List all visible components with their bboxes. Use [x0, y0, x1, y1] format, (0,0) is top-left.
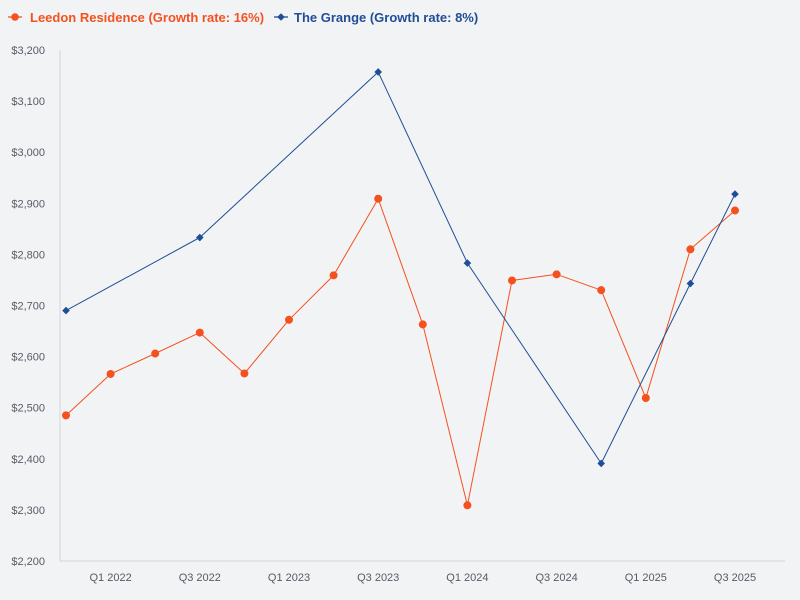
x-tick-label: Q3 2022 — [179, 572, 221, 584]
data-point-leedon[interactable] — [62, 411, 70, 420]
data-point-leedon[interactable] — [686, 245, 695, 254]
y-tick-label: $2,200 — [11, 556, 45, 568]
series-line-grange — [65, 71, 736, 464]
data-point-leedon[interactable] — [151, 349, 160, 358]
legend-label-leedon: Leedon Residence (Growth rate: 16%) — [30, 10, 264, 25]
data-point-grange[interactable] — [686, 279, 695, 288]
data-point-leedon[interactable] — [731, 206, 739, 215]
x-tick-label: Q1 2023 — [268, 572, 310, 584]
data-point-grange[interactable] — [731, 190, 739, 198]
x-tick-label: Q1 2022 — [89, 572, 131, 584]
y-tick-label: $2,800 — [11, 249, 45, 261]
x-tick-label: Q1 2024 — [446, 572, 488, 584]
data-point-grange[interactable] — [374, 68, 382, 76]
series-line-leedon — [65, 198, 736, 506]
series-leedon — [62, 194, 739, 510]
x-tick-label: Q3 2025 — [714, 572, 756, 584]
data-point-grange[interactable] — [463, 259, 472, 267]
y-tick-label: $3,200 — [11, 45, 45, 57]
legend-label-grange: The Grange (Growth rate: 8%) — [294, 10, 478, 25]
data-point-leedon[interactable] — [463, 501, 472, 510]
y-tick-label: $3,000 — [11, 147, 45, 159]
data-point-leedon[interactable] — [374, 194, 383, 203]
y-tick-label: $2,400 — [11, 454, 45, 466]
legend-marker-grange — [277, 13, 285, 21]
y-tick-label: $2,300 — [11, 505, 45, 517]
legend-item-leedon[interactable]: Leedon Residence (Growth rate: 16%) — [8, 10, 264, 25]
series-grange — [62, 68, 739, 468]
y-tick-label: $2,900 — [11, 198, 45, 210]
x-tick-label: Q3 2024 — [535, 572, 577, 584]
data-point-leedon[interactable] — [508, 276, 516, 285]
y-tick-label: $3,100 — [11, 96, 45, 108]
plot-area — [62, 68, 739, 510]
data-point-leedon[interactable] — [195, 328, 204, 337]
y-tick-label: $2,500 — [11, 403, 45, 415]
data-point-leedon[interactable] — [597, 286, 606, 295]
data-point-leedon[interactable] — [418, 320, 427, 329]
x-axis-ticks: Q1 2022 Q3 2022 Q1 2023 Q3 2023 Q1 2024 Q3 20… — [89, 572, 756, 584]
data-point-leedon[interactable] — [329, 271, 338, 280]
data-point-leedon[interactable] — [240, 369, 249, 378]
data-point-leedon[interactable] — [106, 369, 115, 378]
data-point-leedon[interactable] — [285, 315, 293, 324]
x-tick-label: Q1 2025 — [625, 572, 667, 584]
legend: Leedon Residence (Growth rate: 16%) The … — [8, 10, 478, 25]
legend-item-grange[interactable]: The Grange (Growth rate: 8%) — [274, 10, 478, 25]
y-axis-ticks: $2,200 $2,300 $2,400 $2,500 $2,600 $2,700 $2,8… — [11, 45, 45, 568]
data-point-grange[interactable] — [597, 459, 605, 468]
y-tick-label: $2,700 — [11, 301, 45, 313]
data-point-leedon[interactable] — [552, 270, 561, 279]
x-tick-label: Q3 2023 — [357, 572, 399, 584]
data-point-grange[interactable] — [196, 233, 204, 242]
data-point-leedon[interactable] — [641, 393, 650, 402]
y-tick-label: $2,600 — [11, 352, 45, 364]
data-point-grange[interactable] — [62, 306, 70, 315]
legend-marker-leedon — [11, 13, 19, 21]
